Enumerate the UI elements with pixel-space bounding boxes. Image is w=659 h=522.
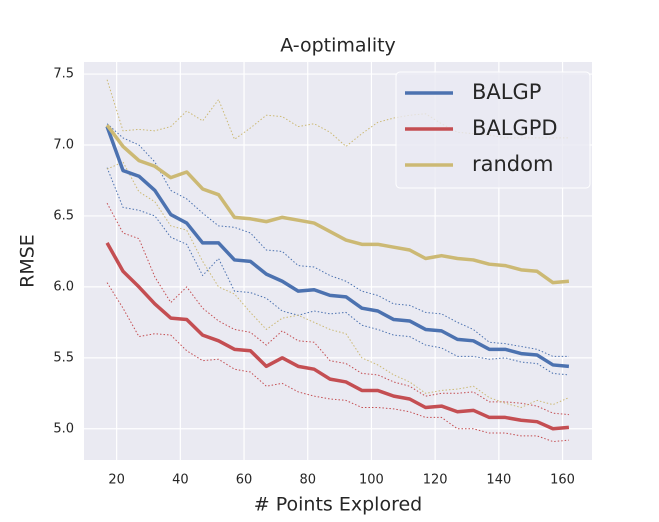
y-tick-label: 6.0 xyxy=(53,279,74,294)
y-axis-label: RMSE xyxy=(17,234,39,288)
x-axis-label: # Points Explored xyxy=(254,494,422,516)
x-tick-label: 40 xyxy=(172,473,189,488)
x-tick-label: 140 xyxy=(486,473,511,488)
chart-title: A-optimality xyxy=(280,35,396,57)
grid xyxy=(84,62,592,460)
lower-bound-line xyxy=(106,282,569,443)
y-tick-label: 6.5 xyxy=(53,208,74,223)
x-tick-label: 80 xyxy=(299,473,316,488)
y-tick-label: 7.0 xyxy=(53,138,74,153)
legend: BALGP BALGPD random xyxy=(395,71,591,189)
legend-label: BALGPD xyxy=(472,116,558,140)
legend-box xyxy=(395,71,591,189)
x-tick-label: 100 xyxy=(359,473,384,488)
x-tick-label: 160 xyxy=(550,473,575,488)
x-tick-label: 20 xyxy=(108,473,125,488)
series-line xyxy=(105,125,570,369)
legend-label: random xyxy=(472,152,553,176)
series-line xyxy=(105,124,570,285)
lines xyxy=(105,79,570,443)
lower-bound-line xyxy=(106,167,569,376)
y-tick-label: 5.5 xyxy=(53,350,74,365)
upper-bound-line xyxy=(106,202,569,416)
upper-bound-line xyxy=(106,123,569,357)
y-tick-label: 5.0 xyxy=(53,421,74,436)
series-line xyxy=(105,242,570,431)
x-tick-label: 60 xyxy=(236,473,253,488)
lower-bound-line xyxy=(106,161,570,409)
legend-label: BALGP xyxy=(472,80,541,104)
y-tick-label: 7.5 xyxy=(53,67,74,82)
x-tick-label: 120 xyxy=(423,473,448,488)
